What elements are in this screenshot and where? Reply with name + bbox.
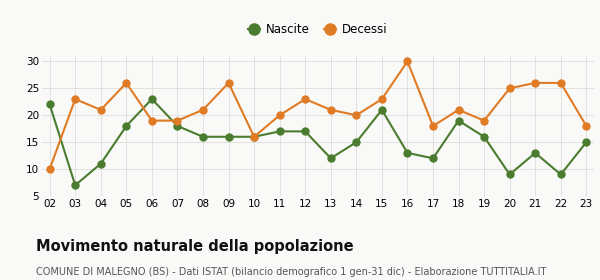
Nascite <box>430 157 437 160</box>
Decessi <box>71 97 79 101</box>
Line: Decessi: Decessi <box>46 58 590 172</box>
Nascite <box>506 173 513 176</box>
Nascite <box>532 151 539 155</box>
Text: COMUNE DI MALEGNO (BS) - Dati ISTAT (bilancio demografico 1 gen-31 dic) - Elabor: COMUNE DI MALEGNO (BS) - Dati ISTAT (bil… <box>36 267 547 277</box>
Decessi <box>404 60 411 63</box>
Nascite <box>276 130 283 133</box>
Decessi <box>97 108 104 111</box>
Nascite <box>123 124 130 128</box>
Nascite <box>174 124 181 128</box>
Nascite <box>353 141 360 144</box>
Decessi <box>583 124 590 128</box>
Nascite <box>199 135 206 138</box>
Decessi <box>148 119 155 122</box>
Nascite <box>455 119 462 122</box>
Legend: Nascite, Decessi: Nascite, Decessi <box>245 20 391 40</box>
Nascite <box>327 157 334 160</box>
Decessi <box>302 97 309 101</box>
Nascite <box>481 135 488 138</box>
Nascite <box>46 103 53 106</box>
Nascite <box>97 162 104 165</box>
Nascite <box>404 151 411 155</box>
Nascite <box>251 135 258 138</box>
Decessi <box>455 108 462 111</box>
Decessi <box>532 81 539 85</box>
Decessi <box>123 81 130 85</box>
Decessi <box>225 81 232 85</box>
Text: Movimento naturale della popolazione: Movimento naturale della popolazione <box>36 239 353 255</box>
Nascite <box>71 184 79 187</box>
Line: Nascite: Nascite <box>46 95 590 189</box>
Decessi <box>46 167 53 171</box>
Decessi <box>557 81 565 85</box>
Decessi <box>481 119 488 122</box>
Decessi <box>353 114 360 117</box>
Nascite <box>557 173 565 176</box>
Decessi <box>276 114 283 117</box>
Nascite <box>302 130 309 133</box>
Nascite <box>225 135 232 138</box>
Decessi <box>251 135 258 138</box>
Decessi <box>378 97 385 101</box>
Nascite <box>378 108 385 111</box>
Decessi <box>506 87 513 90</box>
Decessi <box>430 124 437 128</box>
Nascite <box>583 141 590 144</box>
Decessi <box>174 119 181 122</box>
Nascite <box>148 97 155 101</box>
Decessi <box>327 108 334 111</box>
Decessi <box>199 108 206 111</box>
